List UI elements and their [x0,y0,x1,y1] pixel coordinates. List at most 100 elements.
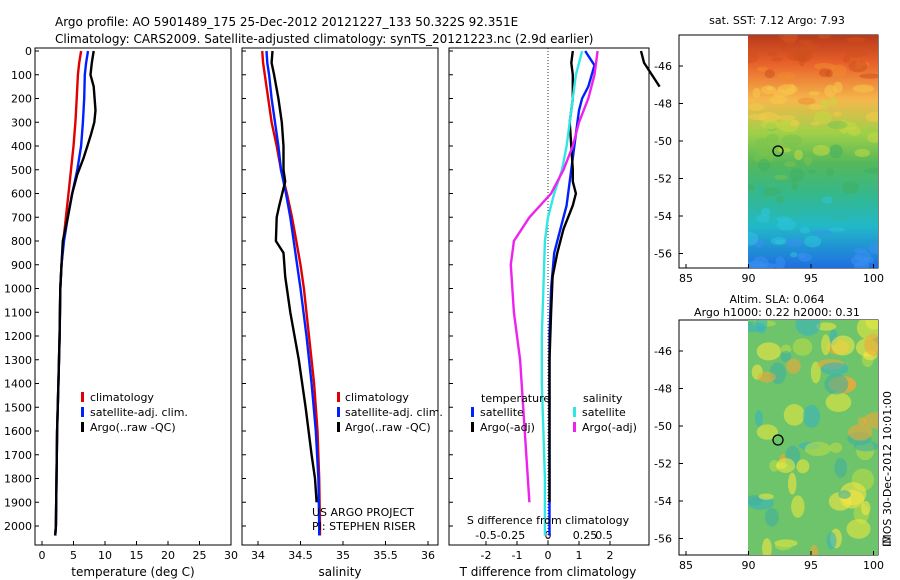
sla-texture [762,538,772,555]
sla-texture [846,518,871,539]
sst-texture [830,64,847,78]
series-line-argo-raw-qc- [54,50,97,536]
sst-texture [779,35,799,43]
y-tick-label: 1900 [4,496,32,509]
sla-texture [780,350,792,363]
t-diff-xlabel: T difference from climatology [459,565,637,579]
x-tick-label: 35 [336,549,350,562]
sst-texture [854,250,872,262]
sla-texture [824,373,849,395]
sst-texture [795,48,813,63]
sst-texture [776,219,796,231]
legend-label-satellite: satellite-adj. clim. [345,406,443,419]
sst-texture [756,214,770,223]
y-tick-label: 2000 [4,520,32,533]
sst-texture [757,158,771,171]
legend-label-t-argo: Argo(-adj) [480,421,535,434]
sst-texture [748,231,759,246]
map-y-tick-label: -50 [654,135,672,148]
x-tick-label: 5 [70,549,77,562]
sla-texture [796,459,810,474]
sst-texture [752,87,761,98]
x-tick-label: 10 [98,549,112,562]
map-x-tick-label: 85 [679,272,693,285]
sla-texture [861,500,871,516]
sst-texture [867,132,878,143]
sst-texture [827,120,848,130]
sst-texture [829,215,849,221]
x-tick-label: 30 [224,549,238,562]
sst-texture [805,43,820,53]
sla-texture [825,392,852,412]
sst-texture [766,86,774,91]
legend-swatch-s-satellite [573,407,576,417]
y-tick-label: 1000 [4,283,32,296]
sst-texture [859,73,878,79]
x-tick-label: 0 [39,549,46,562]
sla-texture [834,458,848,478]
sla-map-title-2: Argo h1000: 0.22 h2000: 0.31 [694,306,860,319]
legend-label-satellite: satellite-adj. clim. [90,406,188,419]
legend-label-climatology: climatology [90,391,154,404]
sst-texture [775,256,786,268]
x-tick-label: 1 [576,549,583,562]
map-x-tick-label: 100 [863,272,884,285]
sst-texture [775,239,786,245]
y-tick-label: 600 [11,188,32,201]
sst-texture [868,241,878,255]
sst-texture [789,168,805,182]
map-y-tick-label: -48 [654,98,672,111]
y-tick-label: 700 [11,211,32,224]
sst-texture [755,183,766,196]
sst-texture [821,196,833,204]
legend-swatch-argo [337,422,340,432]
legend-swatch-climatology [81,392,84,402]
legend-label-argo: Argo(..raw -QC) [345,421,431,434]
sst-texture [848,60,868,73]
sst-texture [784,207,802,217]
sla-texture [757,371,776,383]
y-tick-label: 0 [25,45,32,58]
map-x-tick-label: 95 [804,272,818,285]
salinity-panel [241,47,439,546]
sst-texture [754,138,769,147]
legend-label-argo: Argo(..raw -QC) [90,421,176,434]
salinity-legend: climatology satellite-adj. clim. Argo(..… [337,391,443,434]
map-x-tick-label: 95 [804,559,818,572]
sst-texture [841,181,860,194]
sla-texture [864,333,878,356]
sla-texture [792,338,813,356]
sst-texture [812,144,830,156]
sst-texture [777,147,792,153]
series-line-salinity-satellite [540,50,584,536]
series-line-argo-raw-qc- [270,50,318,503]
sst-axes: -46 -48 -50 -52 -54 -56 85 90 95 100 [654,60,884,285]
salinity-xlabel: salinity [318,565,361,579]
series-line-climatology [261,50,322,536]
sst-texture [770,57,784,62]
sst-texture [842,55,850,64]
argo-position-marker [772,434,784,446]
plot-salinity: 34 34.5 35 35.5 36 [242,50,435,562]
x-tick-label: 2 [607,549,614,562]
sst-texture [758,112,780,123]
x2-tick-label: -0.5 [475,529,496,542]
sla-texture [821,362,849,376]
sla-texture [758,493,774,500]
sla-texture [816,322,837,331]
map-x-tick-label: 90 [742,272,756,285]
map-x-tick-label: 100 [863,559,884,572]
sst-texture [769,95,787,105]
legend-swatch-satellite [81,407,84,417]
y-tick-label: 1300 [4,354,32,367]
sla-texture [821,334,831,356]
sla-texture [826,532,837,550]
y-tick-label: 800 [11,235,32,248]
imos-credit: IMOS 30-Dec-2012 10:01:00 [881,391,894,547]
legend-title-salinity: salinity [583,392,623,405]
sst-texture [829,227,846,232]
map-y-tick-label: -56 [654,533,672,546]
map-x-tick-label: 90 [742,559,756,572]
sla-texture [764,507,779,527]
x-tick-label: 35.5 [373,549,398,562]
